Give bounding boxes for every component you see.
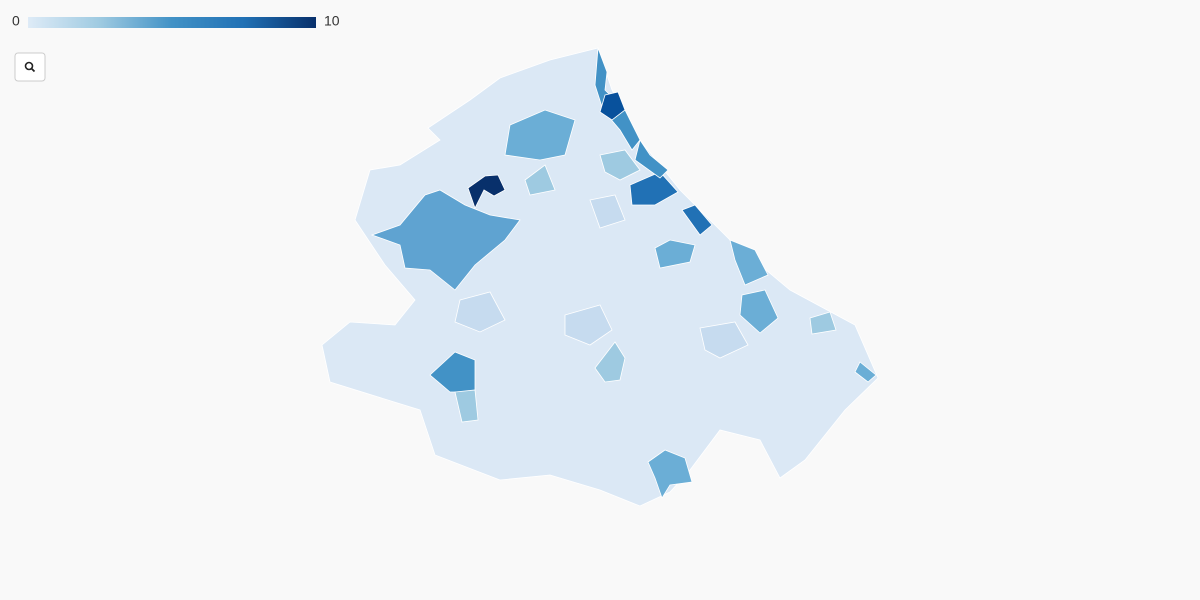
municipality [594, 47, 641, 151]
search-icon [24, 61, 34, 71]
search-button[interactable] [14, 52, 46, 82]
municipality [429, 351, 476, 393]
municipality [594, 341, 626, 383]
municipality [739, 289, 779, 334]
municipality [699, 321, 749, 359]
municipality [589, 194, 626, 229]
municipality [370, 189, 521, 291]
municipality [454, 389, 479, 423]
search-icon [30, 67, 36, 73]
municipality [681, 204, 713, 236]
region-outline [321, 47, 879, 507]
municipality [524, 164, 556, 196]
legend-min-label: 0 [12, 13, 20, 29]
municipality [599, 91, 626, 121]
search-button-frame[interactable] [14, 52, 46, 82]
municipality [654, 239, 696, 269]
legend-max-label: 10 [324, 13, 340, 29]
municipality [809, 311, 837, 335]
municipality [564, 304, 613, 346]
municipality [854, 361, 877, 383]
region-map [321, 47, 879, 507]
municipality [454, 291, 506, 333]
municipality [647, 449, 693, 499]
legend: 0 10 [12, 13, 340, 29]
municipality [504, 109, 576, 161]
municipality [599, 149, 641, 181]
municipality [634, 139, 669, 179]
legend-gradient [28, 17, 316, 28]
municipality [467, 174, 506, 210]
municipality [729, 239, 769, 286]
